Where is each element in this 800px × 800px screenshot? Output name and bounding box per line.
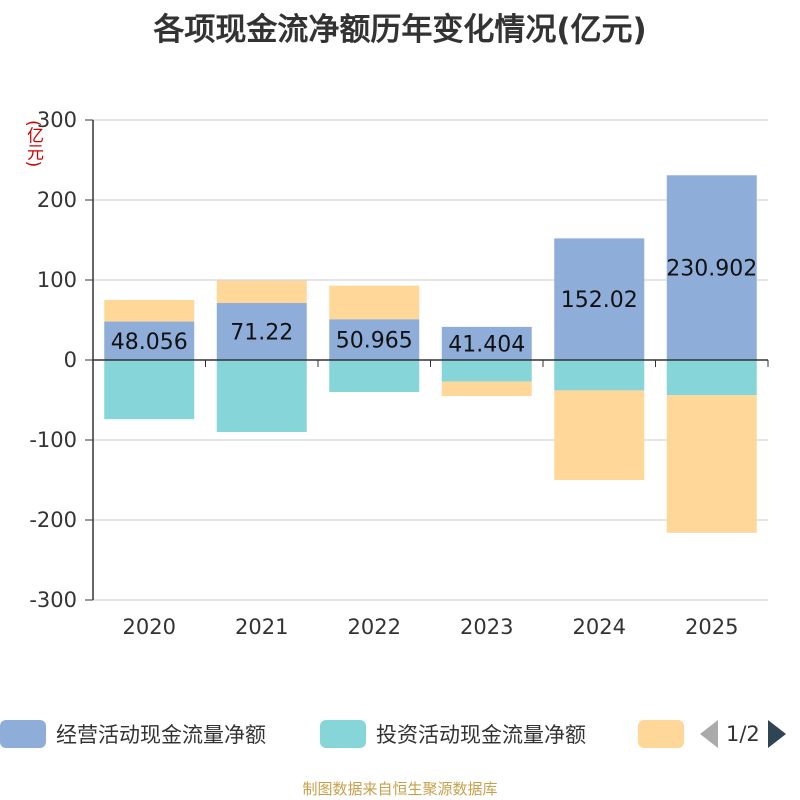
bar-financing [441,381,532,396]
legend-page-indicator: 1/2 [726,722,760,746]
legend-prev-page-icon[interactable] [700,720,718,748]
bar-operating [104,321,195,360]
y-tick-label: -100 [29,428,77,452]
data-label: 50.965 [336,329,413,354]
x-tick-label: 2025 [685,615,738,639]
legend-label-operating: 经营活动现金流量净额 [56,723,266,747]
bar-operating [216,303,307,360]
y-tick-label: 300 [37,108,77,132]
legend-item-financing[interactable] [638,714,684,754]
data-source-footer: 制图数据来自恒生聚源数据库 [302,780,498,798]
y-axis-unit-label: (亿元) [23,120,43,168]
y-tick-label: 100 [37,268,77,292]
bar-chart: 300 200 100 0 -100 -200 -300 2020 2021 2022 2023 20… [29,108,769,639]
bar-investing [329,360,420,392]
data-label: 41.404 [448,332,525,357]
x-tick-label: 2023 [460,615,513,639]
bar-operating [554,238,645,360]
chart-title: 各项现金流净额历年变化情况(亿元) [153,12,647,48]
legend-item-operating[interactable]: 经营活动现金流量净额 [0,714,266,754]
legend-swatch-investing [320,720,366,748]
bar-investing [554,360,645,391]
legend-swatch-financing [638,720,684,748]
x-tick-label: 2024 [573,615,626,639]
legend-swatch-operating [0,720,46,748]
bar-financing [216,280,307,304]
data-label: 71.22 [230,321,293,346]
y-tick-label: -300 [29,588,77,612]
data-label: 230.902 [666,257,757,282]
bar-investing [104,360,195,420]
legend: 经营活动现金流量净额 投资活动现金流量净额 1/2 [0,714,800,754]
data-label: 48.056 [111,330,188,355]
bar-financing [554,390,645,480]
x-tick-label: 2022 [348,615,401,639]
legend-label-investing: 投资活动现金流量净额 [376,723,586,747]
bar-financing [104,299,195,322]
y-tick-label: -200 [29,508,77,532]
legend-pager: 1/2 [700,714,786,754]
bar-investing [441,360,532,382]
bar-operating [329,319,420,360]
data-label: 152.02 [561,288,638,313]
bar-investing [216,360,307,432]
legend-item-investing[interactable]: 投资活动现金流量净额 [320,714,586,754]
bar-financing [329,285,420,320]
bar-operating [441,326,532,360]
bar-investing [666,360,757,396]
y-tick-label: 0 [64,348,77,372]
x-tick-label: 2020 [123,615,176,639]
bar-financing [666,395,757,533]
bar-operating [666,175,757,360]
x-tick-label: 2021 [235,615,288,639]
legend-next-page-icon[interactable] [767,720,786,748]
y-tick-label: 200 [37,188,77,212]
